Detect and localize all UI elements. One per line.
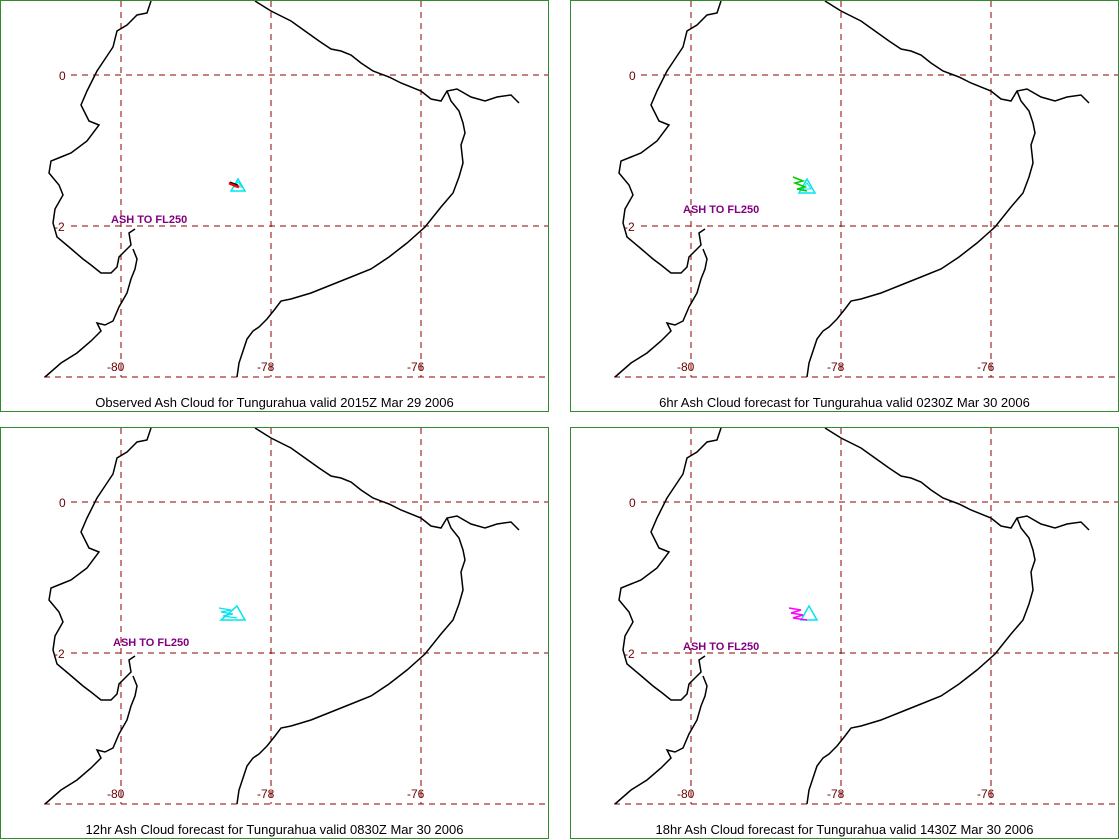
panel-caption: Observed Ash Cloud for Tungurahua valid … [95, 395, 454, 410]
coastline [44, 1, 520, 378]
grid-lines [44, 1, 548, 378]
grid-labels: 0 -2 -80 -78 -76 [624, 69, 995, 374]
map-canvas: 0 -2 -80 -78 -76 ASH TO FL250 [44, 1, 548, 378]
ash-height-label: ASH TO FL250 [111, 214, 187, 226]
map-canvas: 0 -2 -80 -78 -76 ASH TO FL250 [614, 428, 1118, 805]
grid-labels: 0 -2 -80 -78 -76 [54, 496, 425, 801]
grid-lines [614, 1, 1118, 378]
lon-label-1: -78 [827, 787, 845, 801]
ash-height-label: ASH TO FL250 [683, 204, 759, 216]
coastline [614, 1, 1090, 378]
lat-label-0: 0 [59, 69, 66, 83]
lon-label-2: -76 [977, 787, 995, 801]
map-panel-12hr: 0 -2 -80 -78 -76 ASH TO FL250 12hr Ash C… [0, 427, 549, 839]
lat-label-1: -2 [624, 220, 635, 234]
coastline [44, 428, 520, 805]
lon-label-1: -78 [257, 787, 275, 801]
map-panel-18hr: 0 -2 -80 -78 -76 ASH TO FL250 18hr Ash C… [570, 427, 1119, 839]
grid-labels: 0 -2 -80 -78 -76 [624, 496, 995, 801]
ash-cloud-marker [228, 177, 247, 192]
ash-height-label: ASH TO FL250 [113, 637, 189, 649]
panel-caption: 12hr Ash Cloud forecast for Tungurahua v… [85, 822, 464, 837]
lon-label-2: -76 [977, 360, 995, 374]
lat-label-1: -2 [54, 220, 65, 234]
ash-cloud-marker [792, 176, 817, 194]
lon-label-0: -80 [107, 787, 125, 801]
ash-height-label: ASH TO FL250 [683, 641, 759, 653]
grid-lines [44, 428, 548, 805]
lat-label-0: 0 [629, 496, 636, 510]
grid-lines [614, 428, 1118, 805]
map-panel-observed: 0 -2 -80 -78 -76 ASH TO FL250 Observed A… [0, 0, 549, 412]
lon-label-1: -78 [827, 360, 845, 374]
lat-label-0: 0 [629, 69, 636, 83]
lon-label-2: -76 [407, 360, 425, 374]
lat-label-1: -2 [624, 647, 635, 661]
lon-label-2: -76 [407, 787, 425, 801]
ash-cloud-marker [218, 604, 247, 621]
lon-label-1: -78 [257, 360, 275, 374]
lat-label-1: -2 [54, 647, 65, 661]
map-canvas: 0 -2 -80 -78 -76 ASH TO FL250 [614, 1, 1118, 378]
map-panel-6hr: 0 -2 -80 -78 -76 ASH TO FL250 6hr Ash Cl… [570, 0, 1119, 412]
map-canvas: 0 -2 -80 -78 -76 ASH TO FL250 [44, 428, 548, 805]
panel-caption: 18hr Ash Cloud forecast for Tungurahua v… [655, 822, 1034, 837]
lon-label-0: -80 [677, 787, 695, 801]
lon-label-0: -80 [107, 360, 125, 374]
lon-label-0: -80 [677, 360, 695, 374]
panel-caption: 6hr Ash Cloud forecast for Tungurahua va… [659, 395, 1030, 410]
lat-label-0: 0 [59, 496, 66, 510]
ash-cloud-marker [788, 604, 819, 621]
coastline [614, 428, 1090, 805]
grid-labels: 0 -2 -80 -78 -76 [54, 69, 425, 374]
